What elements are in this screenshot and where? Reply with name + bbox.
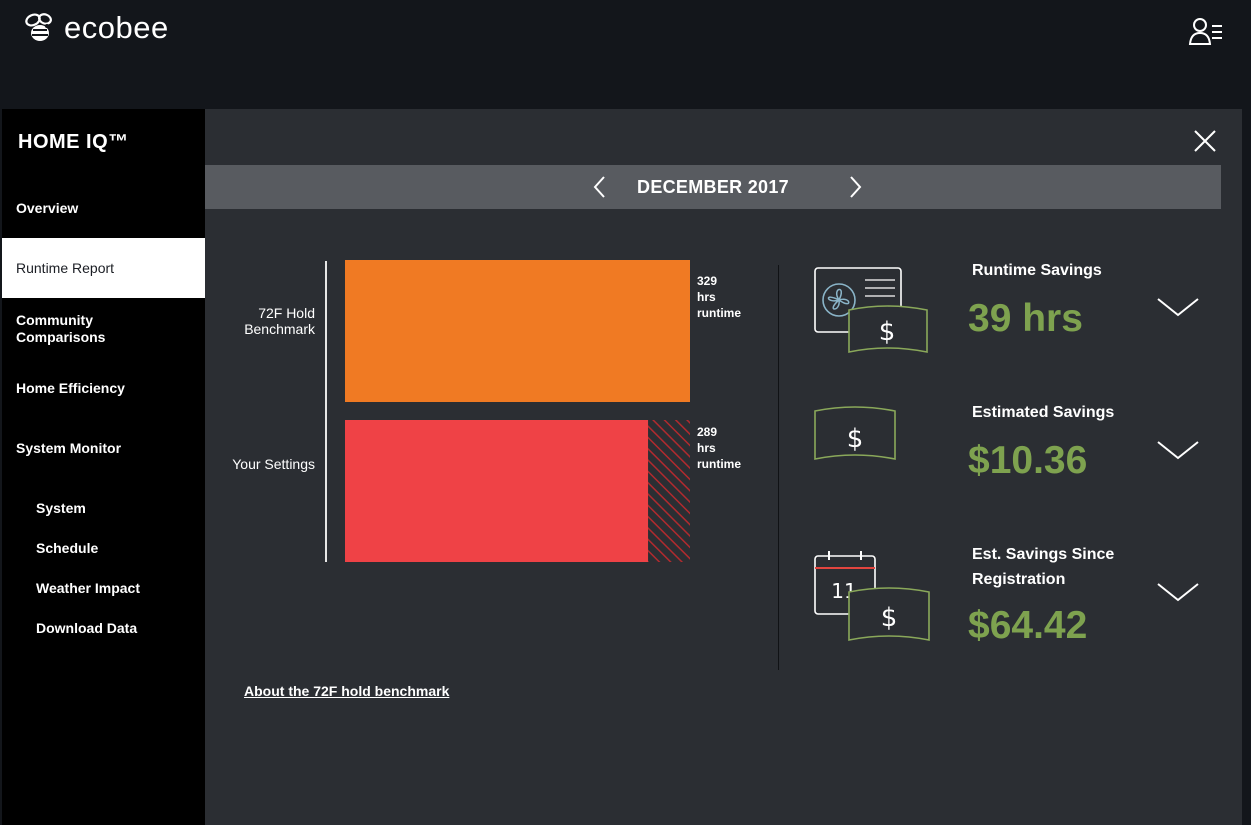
money-icon: $	[814, 406, 896, 460]
sidebar-item-system-monitor[interactable]: System Monitor	[16, 440, 122, 456]
sidebar-title: HOME IQ™	[18, 131, 129, 153]
bar-value-your-settings-unit: hrs	[697, 441, 716, 455]
sidebar-subitem-weather-impact[interactable]: Weather Impact	[36, 580, 140, 596]
top-bar: ecobee	[0, 0, 1251, 108]
bar-label-your-settings: Your Settings	[232, 456, 315, 472]
close-icon[interactable]	[1193, 129, 1217, 153]
sidebar-subitem-download-data[interactable]: Download Data	[36, 620, 138, 636]
user-list-icon[interactable]	[1188, 16, 1224, 46]
bar-value-your-settings: 289 hrs runtime	[697, 424, 741, 472]
column-divider	[778, 265, 779, 670]
sidebar-subitem-schedule[interactable]: Schedule	[36, 540, 99, 556]
runtime-savings-value: 39 hrs	[968, 297, 1083, 340]
chart-axis	[325, 261, 327, 562]
bar-value-your-settings-caption: runtime	[697, 457, 742, 471]
benchmark-info-link[interactable]: About the 72F hold benchmark	[244, 683, 450, 699]
ecobee-logo[interactable]: ecobee	[22, 10, 169, 46]
bar-value-benchmark-number: 329	[697, 274, 718, 288]
sidebar-subitem-system[interactable]: System	[36, 500, 86, 516]
chevron-down-icon[interactable]	[1156, 295, 1200, 319]
sidebar-item-overview[interactable]: Overview	[16, 200, 79, 216]
svg-text:$: $	[847, 424, 864, 454]
chevron-down-icon[interactable]	[1156, 580, 1200, 604]
bar-benchmark	[345, 260, 690, 402]
bar-value-benchmark: 329 hrs runtime	[697, 273, 741, 321]
chevron-left-icon[interactable]	[590, 174, 610, 200]
registration-savings-value: $64.42	[968, 604, 1088, 647]
runtime-report-panel: DECEMBER 2017 72F Hold Benchmark Your Se…	[205, 109, 1242, 825]
svg-text:$: $	[879, 317, 896, 347]
bar-value-benchmark-caption: runtime	[697, 306, 742, 320]
sidebar-item-community-comparisons[interactable]: Community Comparisons	[16, 312, 106, 345]
registration-savings-title: Est. Savings Since Registration	[972, 546, 1115, 588]
bar-label-benchmark: 72F Hold Benchmark	[244, 305, 315, 337]
estimated-savings-value: $10.36	[968, 439, 1088, 482]
bee-icon	[25, 13, 52, 41]
runtime-bar-chart	[345, 260, 690, 562]
estimated-savings-title: Estimated Savings	[972, 404, 1115, 421]
month-selector: DECEMBER 2017	[205, 165, 1221, 209]
savings-hatch	[648, 420, 690, 562]
fan-money-icon: $	[814, 267, 928, 353]
chevron-down-icon[interactable]	[1156, 438, 1200, 462]
calendar-money-icon: 11 $	[814, 551, 930, 641]
chevron-right-icon[interactable]	[845, 174, 865, 200]
month-label: DECEMBER 2017	[637, 177, 789, 197]
svg-text:$: $	[881, 603, 898, 633]
sidebar-item-home-efficiency[interactable]: Home Efficiency	[16, 380, 125, 396]
sidebar-item-runtime-report[interactable]: Runtime Report	[2, 238, 205, 298]
sidebar: HOME IQ™ Overview Runtime Report Communi…	[2, 109, 205, 825]
runtime-savings-title: Runtime Savings	[972, 262, 1102, 279]
bar-your-settings	[345, 420, 649, 562]
bar-value-benchmark-unit: hrs	[697, 290, 716, 304]
brand-name: ecobee	[64, 10, 169, 45]
bar-value-your-settings-number: 289	[697, 425, 718, 439]
